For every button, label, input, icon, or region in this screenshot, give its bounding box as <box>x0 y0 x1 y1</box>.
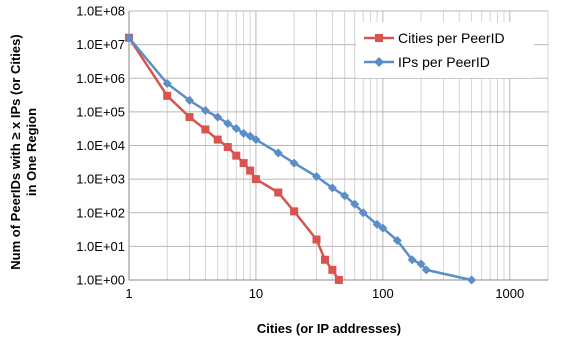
data-point <box>185 113 194 122</box>
data-point <box>185 95 195 105</box>
x-tick-label: 1 <box>125 286 132 301</box>
series-group <box>124 33 477 285</box>
legend: Cities per PeerID IPs per PeerID <box>356 22 534 78</box>
data-point <box>246 166 255 175</box>
legend-marker-cities <box>375 34 383 42</box>
data-point <box>124 33 134 43</box>
data-point <box>201 125 210 134</box>
data-point <box>245 131 255 141</box>
data-point <box>251 175 260 184</box>
x-tick-label: 10 <box>249 286 263 301</box>
legend-label-cities: Cities per PeerID <box>398 30 505 46</box>
data-point <box>334 276 343 284</box>
legend-background <box>356 22 534 78</box>
y-tick-label: 1.0E+05 <box>76 104 125 119</box>
data-point <box>162 78 172 88</box>
series-1 <box>124 33 477 285</box>
data-point <box>273 148 283 158</box>
data-point <box>392 235 402 245</box>
series-0 <box>125 33 343 284</box>
data-point <box>340 191 350 201</box>
y-tick-label: 1.0E+03 <box>76 172 125 187</box>
y-tick-label: 1.0E+07 <box>76 37 125 52</box>
y-tick-label: 1.0E+01 <box>76 239 125 254</box>
data-point <box>311 171 321 181</box>
y-tick-label: 1.0E+02 <box>76 205 125 220</box>
y-axis-title-line1: Num of PeerIDs with ≥ x IPs (or Cities) <box>8 34 23 269</box>
data-point <box>274 188 283 197</box>
data-point <box>467 275 477 285</box>
data-point <box>407 255 417 265</box>
data-point <box>239 159 248 168</box>
y-tick-label: 1.0E+08 <box>76 4 125 19</box>
y-tick-label: 1.0E+04 <box>76 138 125 153</box>
data-point <box>251 135 261 145</box>
data-point <box>223 143 232 152</box>
data-point <box>213 135 222 144</box>
grid <box>128 10 549 281</box>
data-point <box>372 219 382 229</box>
data-point <box>289 158 299 168</box>
data-point <box>358 208 368 218</box>
y-axis-title-line2: in One Region <box>24 108 39 196</box>
data-point <box>350 199 360 209</box>
data-point <box>213 112 223 122</box>
data-point <box>290 207 299 216</box>
legend-marker-ips <box>374 57 384 67</box>
legend-label-ips: IPs per PeerID <box>398 54 490 70</box>
data-point <box>327 183 337 193</box>
data-point <box>320 255 329 264</box>
data-point <box>421 265 431 275</box>
data-point <box>223 119 233 129</box>
data-point <box>239 128 249 138</box>
x-axis-title: Cities (or IP addresses) <box>257 321 401 336</box>
y-tick-label: 1.0E+06 <box>76 71 125 86</box>
data-point <box>416 259 426 269</box>
y-tick-label: 1.0E+00 <box>76 273 125 288</box>
data-point <box>232 151 241 160</box>
data-point <box>328 265 337 274</box>
x-tick-label: 1000 <box>495 286 524 301</box>
x-tick-label: 100 <box>372 286 394 301</box>
data-point <box>200 105 210 115</box>
axes: 1.0E+00 1.0E+01 1.0E+02 1.0E+03 1.0E+04 1.0E+… <box>76 4 548 301</box>
data-point <box>312 235 321 244</box>
data-point <box>378 223 388 233</box>
data-point <box>163 91 172 100</box>
data-point <box>231 124 241 134</box>
